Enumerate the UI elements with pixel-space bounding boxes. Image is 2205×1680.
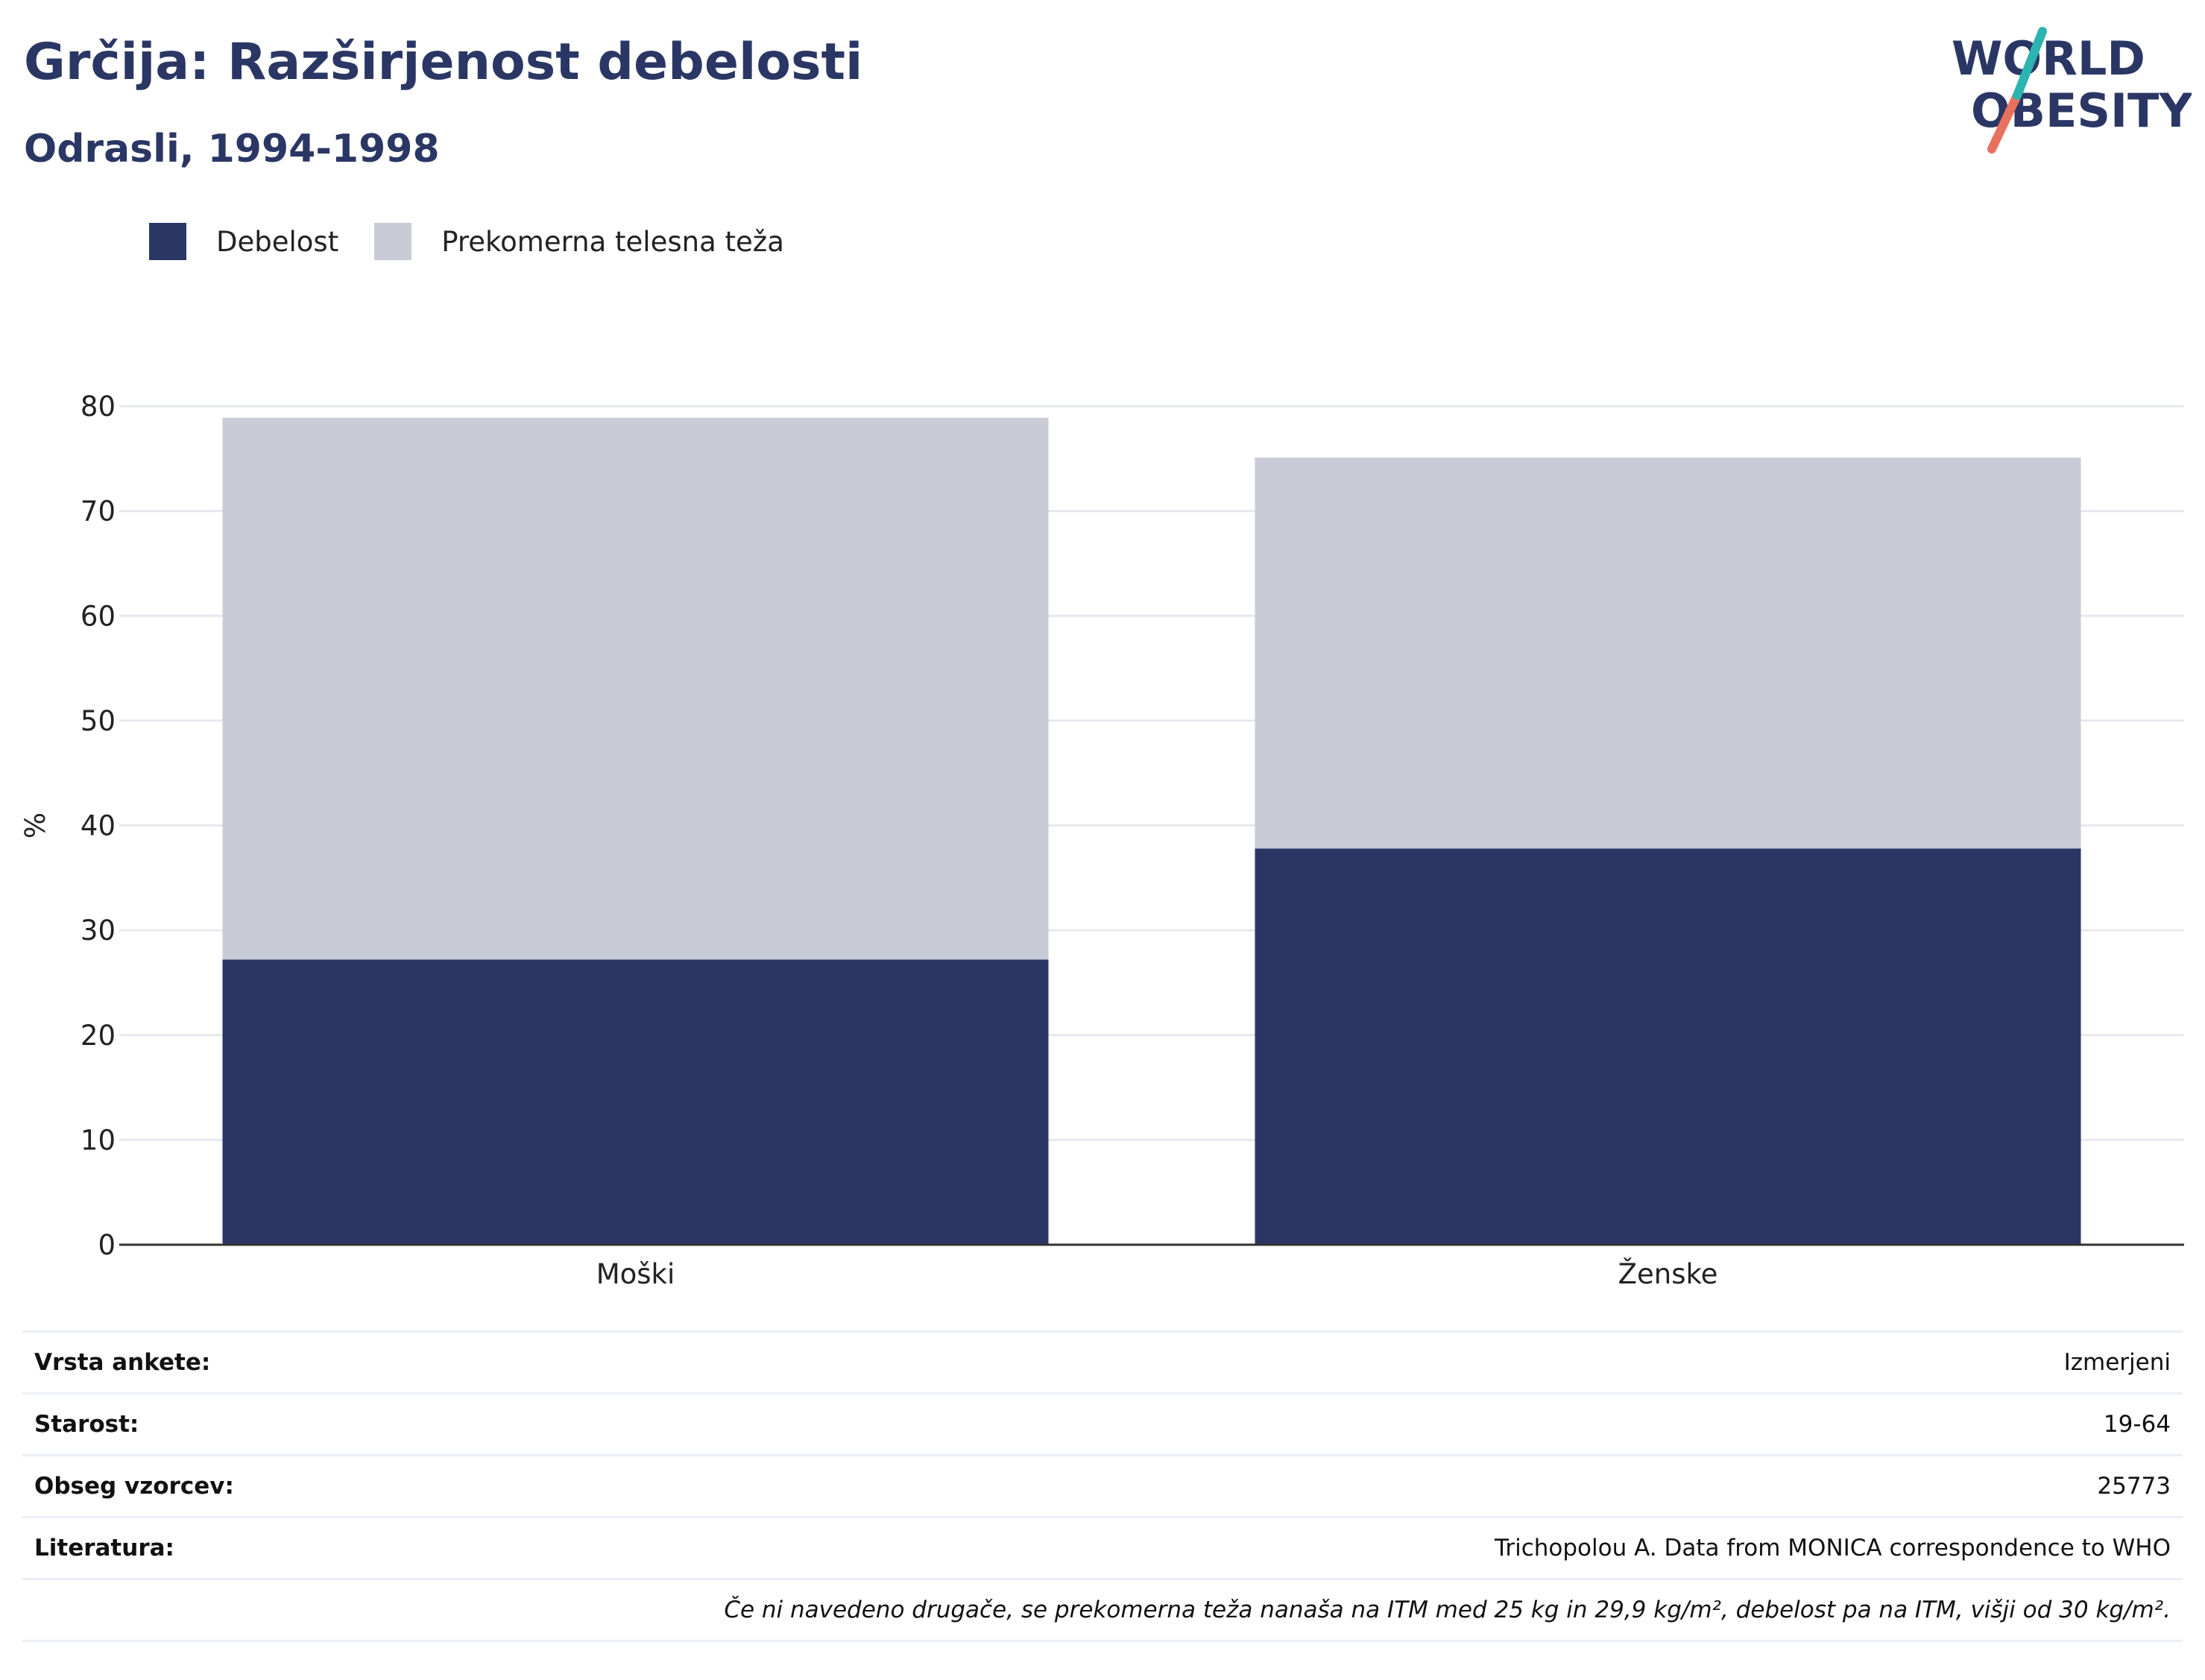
info-value: Izmerjeni — [2063, 1349, 2171, 1376]
bar-obesity-0 — [222, 959, 1049, 1245]
y-axis-label: % — [19, 812, 51, 839]
info-label: Obseg vzorcev: — [34, 1473, 234, 1500]
y-tick-label: 40 — [81, 810, 116, 842]
y-tick-label: 20 — [81, 1020, 116, 1052]
info-table: Vrsta ankete: Izmerjeni Starost: 19-64 O… — [22, 1330, 2183, 1642]
bar-overweight-1 — [1255, 457, 2081, 849]
y-tick-label: 60 — [81, 600, 116, 632]
info-value: 19-64 — [2103, 1411, 2171, 1438]
bar-obesity-1 — [1255, 848, 2081, 1245]
chart-legend: Debelost Prekomerna telesna teža — [149, 221, 820, 262]
legend-item-overweight[interactable]: Prekomerna telesna teža — [374, 223, 784, 260]
legend-swatch-obesity — [149, 223, 186, 260]
y-tick-label: 80 — [81, 391, 116, 423]
legend-swatch-overweight — [374, 223, 412, 260]
y-tick-label: 0 — [98, 1229, 116, 1261]
x-tick-label: Ženske — [1618, 1257, 1718, 1290]
y-tick-label: 30 — [81, 915, 116, 947]
bar-overweight-0 — [222, 417, 1049, 960]
legend-item-obesity[interactable]: Debelost — [149, 223, 338, 260]
info-row-age: Starost: 19-64 — [22, 1395, 2183, 1456]
info-row-note: Če ni navedeno drugače, se prekomerna te… — [22, 1580, 2183, 1642]
info-row-survey-type: Vrsta ankete: Izmerjeni — [22, 1333, 2183, 1395]
definition-note: Če ni navedeno drugače, se prekomerna te… — [724, 1597, 2171, 1623]
x-tick-label: Moški — [596, 1258, 675, 1290]
legend-label-overweight: Prekomerna telesna teža — [441, 225, 784, 258]
info-row-sample-size: Obseg vzorcev: 25773 — [22, 1456, 2183, 1518]
page-subtitle: Odrasli, 1994-1998 — [24, 127, 440, 171]
y-tick-label: 70 — [81, 496, 116, 528]
info-label: Vrsta ankete: — [34, 1349, 211, 1376]
y-tick-label: 50 — [81, 705, 116, 737]
logo-line1: WORLD — [1952, 31, 2145, 86]
info-row-reference: Literatura: Trichopolou A. Data from MON… — [22, 1518, 2183, 1580]
info-value: 25773 — [2097, 1473, 2171, 1500]
legend-label-obesity: Debelost — [216, 225, 339, 258]
info-label: Literatura: — [34, 1535, 174, 1561]
world-obesity-logo: WORLD OBESITY — [1952, 27, 2192, 154]
page-title: Grčija: Razširjenost debelosti — [24, 33, 863, 92]
info-label: Starost: — [34, 1411, 139, 1438]
info-value: Trichopolou A. Data from MONICA correspo… — [1494, 1535, 2171, 1561]
y-tick-label: 10 — [81, 1124, 116, 1156]
bar-chart: 0 10 20 30 40 50 60 70 80% Moški Ženske — [19, 391, 2184, 1290]
